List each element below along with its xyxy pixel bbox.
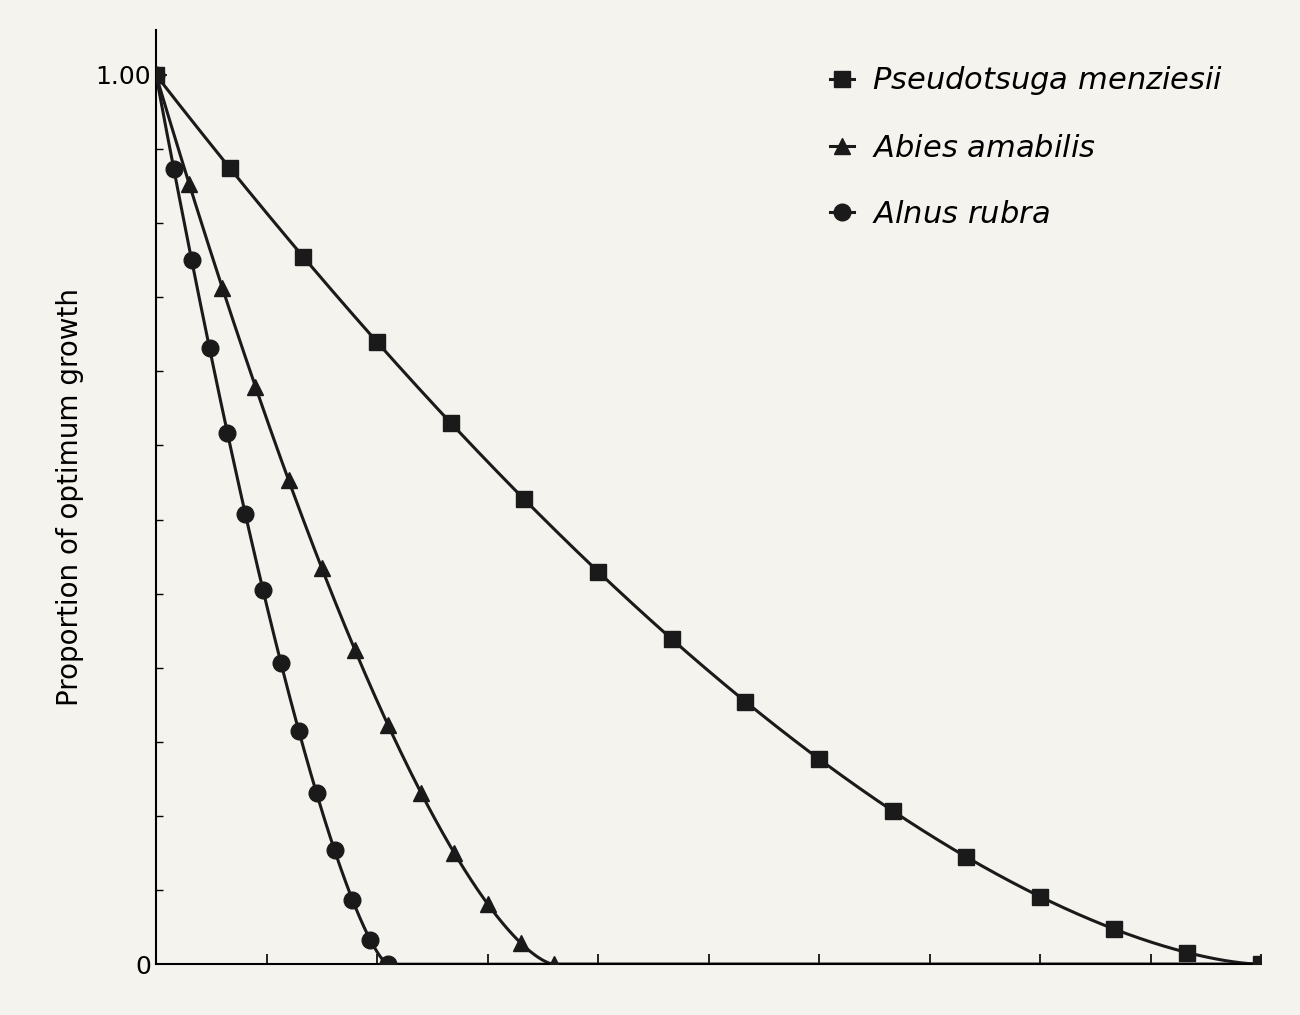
Legend: $\it{Pseudotsuga\ menziesii}$, $\it{Abies\ amabilis}$, $\it{Alnus\ rubra}$: $\it{Pseudotsuga\ menziesii}$, $\it{Abie… [818, 52, 1236, 241]
Y-axis label: Proportion of optimum growth: Proportion of optimum growth [56, 288, 84, 706]
